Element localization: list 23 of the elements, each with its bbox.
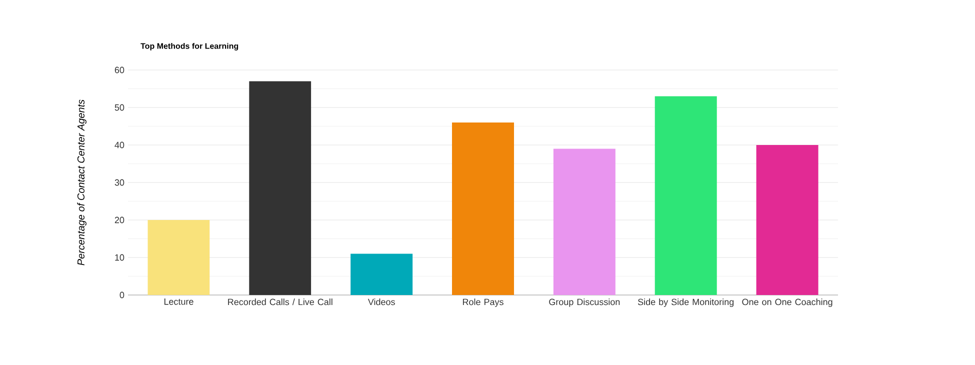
y-tick-label: 30 xyxy=(114,179,124,186)
y-tick-label: 0 xyxy=(120,292,124,298)
bar xyxy=(148,220,210,295)
y-tick-label: 20 xyxy=(114,216,124,224)
y-tick-label: 40 xyxy=(114,142,124,148)
x-tick-label: One on One Coaching xyxy=(742,298,832,307)
x-tick-label: Role Pays xyxy=(462,298,504,307)
x-tick-label: Side by Side Monitoring xyxy=(638,298,734,307)
y-axis-title: Percentage of Contact Center Agents xyxy=(77,100,86,266)
x-tick-label: Lecture xyxy=(164,298,194,305)
y-tick-label: 10 xyxy=(115,254,124,261)
x-tick-label: Recorded Calls / Live Call xyxy=(228,298,332,306)
bar xyxy=(452,122,514,295)
bar xyxy=(756,145,818,295)
chart-title: Top Methods for Learning xyxy=(140,42,238,50)
bar xyxy=(553,148,616,295)
x-tick-label: Group Discussion xyxy=(549,298,620,307)
x-tick-label: Videos xyxy=(368,298,395,306)
y-tick-label: 60 xyxy=(114,66,124,74)
bar xyxy=(249,81,312,295)
y-tick-label: 50 xyxy=(114,104,124,111)
bar xyxy=(654,96,717,295)
bar xyxy=(350,254,413,295)
